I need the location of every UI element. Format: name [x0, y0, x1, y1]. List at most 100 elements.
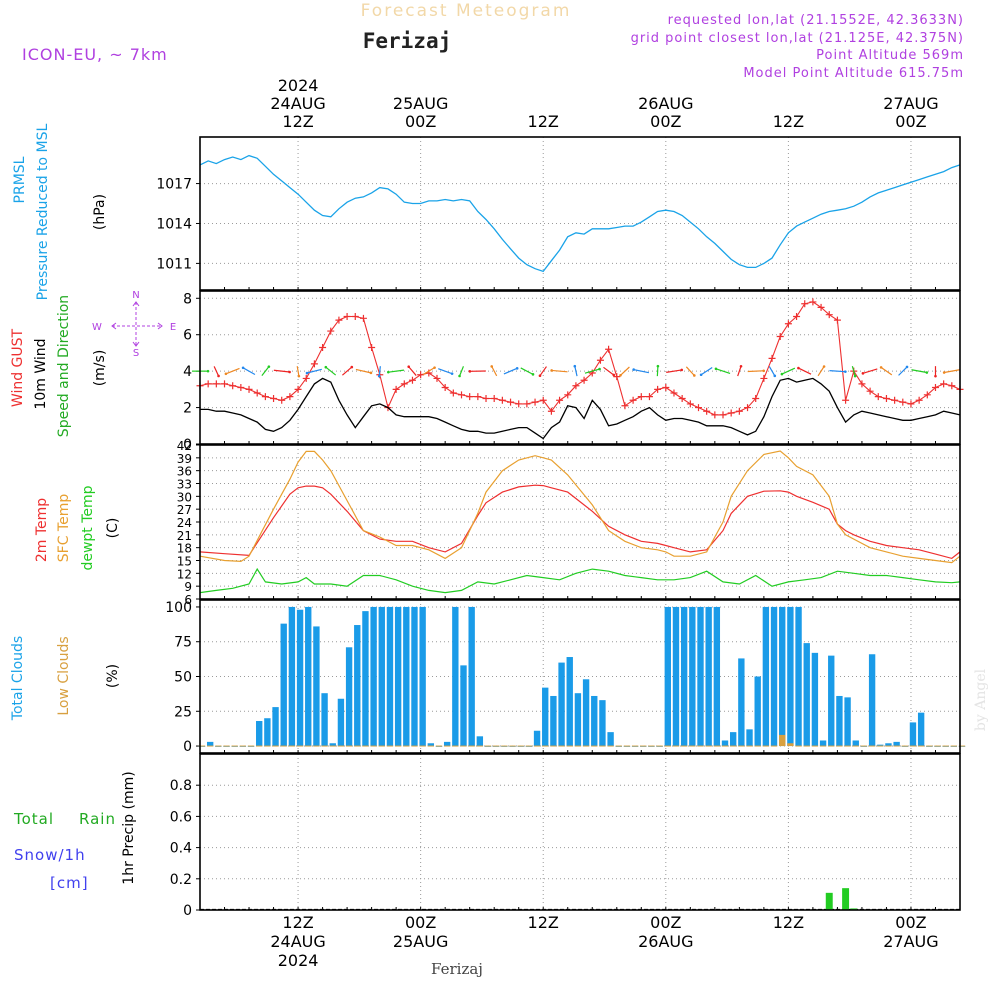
gust-marker: [654, 385, 662, 393]
gust-marker: [507, 398, 515, 406]
wind-arrow-head: [217, 374, 220, 378]
wind-arrow-head: [693, 374, 696, 377]
total-cloud-bar: [738, 658, 745, 747]
top-day-label: 25AUG: [393, 94, 448, 113]
wind-arrow-head: [942, 371, 946, 374]
compass-e: E: [170, 322, 176, 333]
gust-marker: [286, 393, 294, 401]
clouds-unit: (%): [105, 664, 121, 688]
gust-marker: [572, 382, 580, 390]
total-cloud-bar: [386, 606, 394, 747]
compass-legend: N S W E: [92, 290, 176, 359]
wind-direction-arrow: [551, 369, 568, 373]
top-time-label: 00Z: [895, 112, 926, 131]
clouds-label-1: Total Clouds: [10, 636, 26, 721]
bottom-time-label: 12Z: [528, 913, 559, 932]
total-cloud-bar: [419, 606, 426, 747]
y-tick-label: 33: [177, 478, 192, 492]
temp-unit: (C): [105, 518, 121, 539]
total-cloud-bar: [452, 606, 459, 747]
y-tick-label: 0: [183, 437, 192, 453]
gust-marker: [727, 409, 735, 417]
wind-label: 10m Wind: [33, 338, 49, 409]
total-cloud-bar: [288, 606, 296, 747]
total-cloud-bar: [468, 606, 475, 747]
panel-frame: [199, 599, 961, 754]
gust-marker: [392, 385, 400, 393]
total-cloud-bar: [893, 741, 900, 747]
gust-marker: [744, 404, 752, 412]
total-cloud-bar: [664, 606, 671, 747]
gust-marker: [801, 300, 809, 308]
wind-direction-arrow: [880, 366, 893, 376]
gust-marker: [237, 384, 245, 392]
wind-direction-arrow: [325, 366, 337, 376]
total-cloud-bar: [460, 665, 467, 747]
total-cloud-bar: [550, 695, 557, 747]
total-cloud-bar: [542, 687, 549, 747]
gust-marker: [621, 402, 629, 410]
gust-marker: [490, 394, 498, 402]
total-cloud-bar: [566, 657, 573, 747]
chart-title: Forecast Meteogram: [361, 1, 572, 21]
gust-marker: [882, 394, 890, 402]
y-tick-label: 0: [183, 903, 192, 919]
top-day-label: 26AUG: [638, 94, 693, 113]
total-cloud-bar: [795, 606, 802, 747]
gust-marker: [948, 382, 956, 390]
total-cloud-bar: [321, 693, 328, 747]
y-tick-label: 36: [177, 465, 192, 479]
panel-frame: [199, 136, 961, 291]
gust-marker: [858, 380, 866, 388]
wind-direction-arrow: [408, 366, 417, 376]
location-name: Ferizaj: [363, 29, 452, 53]
gust-marker: [809, 298, 817, 306]
compass-s: S: [133, 348, 139, 359]
gust-marker: [261, 393, 269, 401]
wind-arrow-head: [377, 374, 381, 378]
wind-arrow-head: [538, 374, 542, 378]
pressure-unit: (hPa): [92, 194, 108, 230]
gust-line: [199, 301, 961, 416]
gust-marker: [564, 391, 572, 399]
wind-direction-arrow: [273, 369, 290, 373]
point-altitude: Point Altitude 569m: [816, 48, 964, 63]
wind-arrow-head: [450, 372, 454, 375]
wind-arrow-head: [934, 374, 937, 378]
total-cloud-bar: [697, 606, 704, 747]
y-tick-label: 18: [177, 542, 192, 556]
wind-arrow-head: [241, 366, 245, 370]
wind-arrow-head: [714, 367, 718, 371]
temp-label-2: SFC Temp: [56, 494, 72, 563]
wind-direction-arrow: [213, 366, 220, 377]
wind-arrow-head: [619, 373, 622, 377]
gust-marker: [866, 387, 874, 395]
y-tick-label: 0.6: [170, 809, 192, 825]
gust-marker: [711, 411, 719, 419]
compass-n: N: [132, 290, 139, 301]
total-cloud-bar: [689, 606, 696, 747]
gust-marker: [523, 400, 531, 408]
gust-marker: [221, 380, 229, 388]
total-cloud-bar: [828, 655, 835, 747]
wind-arrow-head: [267, 365, 271, 368]
wind-direction-arrow: [747, 370, 764, 373]
wind-direction-arrow: [911, 369, 927, 374]
wind-arrow-head: [632, 368, 635, 371]
wind-arrow-head: [879, 366, 883, 369]
gust-marker: [319, 343, 327, 351]
model-altitude: Model Point Altitude 615.75m: [743, 66, 964, 81]
wind-direction-arrow: [781, 367, 796, 375]
wind-arrow-head: [350, 365, 354, 369]
gust-marker: [596, 356, 604, 364]
bottom-time-label: 00Z: [895, 913, 926, 932]
top-time-label: 12Z: [773, 112, 804, 131]
gust-marker: [752, 394, 760, 402]
total-cloud-bar: [329, 743, 336, 747]
precip-unit: 1hr Precip (mm): [121, 771, 137, 884]
gust-marker: [793, 313, 801, 320]
gust-marker: [670, 389, 678, 397]
wind-direction-arrow: [851, 366, 856, 377]
top-time-label: 00Z: [650, 112, 681, 131]
total-cloud-bar: [770, 606, 778, 747]
